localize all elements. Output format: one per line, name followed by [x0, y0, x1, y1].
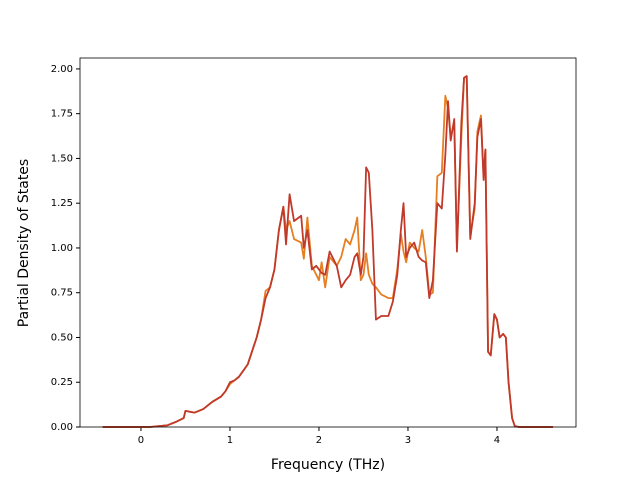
series-line [102, 75, 554, 428]
y-tick-label: 2.00 [51, 64, 73, 75]
y-tick-label: 1.00 [51, 243, 73, 254]
series-line [102, 75, 554, 428]
y-tick-label: 1.50 [51, 153, 73, 164]
x-tick-label: 2 [316, 435, 322, 446]
y-tick-label: 1.75 [51, 109, 73, 120]
y-tick-label: 1.25 [51, 198, 73, 209]
y-tick-label: 0.75 [51, 288, 73, 299]
x-tick-label: 3 [405, 435, 411, 446]
x-tick-label: 1 [227, 435, 233, 446]
y-tick-label: 0.50 [51, 332, 73, 343]
plot-frame [79, 57, 577, 428]
x-tick-label: 4 [494, 435, 500, 446]
y-axis-label: Partial Density of States [16, 159, 32, 327]
y-tick-label: 0.25 [51, 377, 73, 388]
y-tick-label: 0.00 [51, 422, 73, 433]
x-tick-label: 0 [138, 435, 144, 446]
x-axis-label: Frequency (THz) [271, 457, 385, 473]
